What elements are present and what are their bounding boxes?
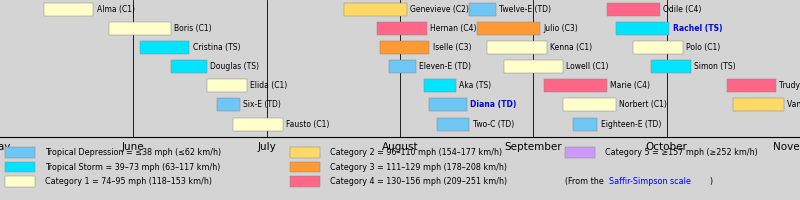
FancyBboxPatch shape: [5, 147, 35, 158]
Text: Boris (C1): Boris (C1): [174, 24, 212, 33]
FancyBboxPatch shape: [565, 147, 595, 158]
Text: Eleven-E (TD): Eleven-E (TD): [419, 62, 471, 71]
Text: October: October: [646, 142, 688, 152]
FancyBboxPatch shape: [430, 98, 466, 111]
Text: Twelve-E (TD): Twelve-E (TD): [499, 5, 551, 14]
Text: Tropical Depression = ≤38 mph (≤62 km/h): Tropical Depression = ≤38 mph (≤62 km/h): [45, 148, 221, 157]
Text: Elida (C1): Elida (C1): [250, 81, 287, 90]
Text: Simon (TS): Simon (TS): [694, 62, 736, 71]
Text: Genevieve (C2): Genevieve (C2): [410, 5, 469, 14]
FancyBboxPatch shape: [470, 3, 496, 16]
Text: Saffir-Simpson scale: Saffir-Simpson scale: [609, 177, 691, 186]
FancyBboxPatch shape: [650, 60, 690, 73]
FancyBboxPatch shape: [378, 22, 426, 35]
Text: (From the: (From the: [565, 177, 606, 186]
Text: September: September: [505, 142, 562, 152]
FancyBboxPatch shape: [390, 60, 416, 73]
Text: Aka (TS): Aka (TS): [459, 81, 491, 90]
Text: July: July: [258, 142, 276, 152]
Text: Marie (C4): Marie (C4): [610, 81, 650, 90]
Text: Douglas (TS): Douglas (TS): [210, 62, 259, 71]
Text: Category 4 = 130–156 mph (209–251 km/h): Category 4 = 130–156 mph (209–251 km/h): [330, 177, 507, 186]
Text: May: May: [0, 142, 10, 152]
FancyBboxPatch shape: [574, 118, 598, 130]
FancyBboxPatch shape: [478, 22, 540, 35]
Text: Tropical Storm = 39–73 mph (63–117 km/h): Tropical Storm = 39–73 mph (63–117 km/h): [45, 162, 220, 171]
Text: Alma (C1): Alma (C1): [97, 5, 134, 14]
Text: June: June: [122, 142, 145, 152]
FancyBboxPatch shape: [504, 60, 562, 73]
Text: Hernan (C4): Hernan (C4): [430, 24, 477, 33]
Text: Six-E (TD): Six-E (TD): [243, 100, 282, 109]
Text: Category 3 = 111–129 mph (178–208 km/h): Category 3 = 111–129 mph (178–208 km/h): [330, 162, 507, 171]
Text: Category 1 = 74–95 mph (118–153 km/h): Category 1 = 74–95 mph (118–153 km/h): [45, 177, 212, 186]
Text: Kenna (C1): Kenna (C1): [550, 43, 592, 52]
FancyBboxPatch shape: [290, 147, 320, 158]
FancyBboxPatch shape: [616, 22, 670, 35]
Text: August: August: [382, 142, 418, 152]
Text: Lowell (C1): Lowell (C1): [566, 62, 609, 71]
FancyBboxPatch shape: [606, 3, 660, 16]
Text: Vance (C2): Vance (C2): [787, 100, 800, 109]
FancyBboxPatch shape: [234, 118, 282, 130]
FancyBboxPatch shape: [344, 3, 406, 16]
FancyBboxPatch shape: [206, 79, 246, 92]
Text: ): ): [709, 177, 712, 186]
Text: Odile (C4): Odile (C4): [663, 5, 702, 14]
Text: Category 5 = ≥157 mph (≥252 km/h): Category 5 = ≥157 mph (≥252 km/h): [605, 148, 758, 157]
FancyBboxPatch shape: [5, 162, 35, 172]
Text: Polo (C1): Polo (C1): [686, 43, 720, 52]
Text: Fausto (C1): Fausto (C1): [286, 120, 330, 129]
FancyBboxPatch shape: [44, 3, 94, 16]
FancyBboxPatch shape: [486, 41, 546, 54]
Text: Eighteen-E (TD): Eighteen-E (TD): [601, 120, 661, 129]
Text: Norbert (C1): Norbert (C1): [619, 100, 667, 109]
FancyBboxPatch shape: [5, 176, 35, 187]
Text: Julio (C3): Julio (C3): [543, 24, 578, 33]
Text: November: November: [773, 142, 800, 152]
FancyBboxPatch shape: [726, 79, 776, 92]
FancyBboxPatch shape: [110, 22, 170, 35]
FancyBboxPatch shape: [438, 118, 470, 130]
Text: Trudy (C4): Trudy (C4): [779, 81, 800, 90]
Text: Rachel (TS): Rachel (TS): [673, 24, 722, 33]
FancyBboxPatch shape: [218, 98, 240, 111]
FancyBboxPatch shape: [140, 41, 190, 54]
Text: Category 2 = 96–110 mph (154–177 km/h): Category 2 = 96–110 mph (154–177 km/h): [330, 148, 502, 157]
Text: Iselle (C3): Iselle (C3): [433, 43, 471, 52]
FancyBboxPatch shape: [562, 98, 616, 111]
FancyBboxPatch shape: [734, 98, 784, 111]
FancyBboxPatch shape: [424, 79, 456, 92]
Text: Cristina (TS): Cristina (TS): [193, 43, 240, 52]
FancyBboxPatch shape: [380, 41, 430, 54]
FancyBboxPatch shape: [544, 79, 606, 92]
FancyBboxPatch shape: [290, 162, 320, 172]
FancyBboxPatch shape: [290, 176, 320, 187]
Text: Two-C (TD): Two-C (TD): [473, 120, 514, 129]
FancyBboxPatch shape: [170, 60, 206, 73]
FancyBboxPatch shape: [634, 41, 682, 54]
Text: Diana (TD): Diana (TD): [470, 100, 516, 109]
